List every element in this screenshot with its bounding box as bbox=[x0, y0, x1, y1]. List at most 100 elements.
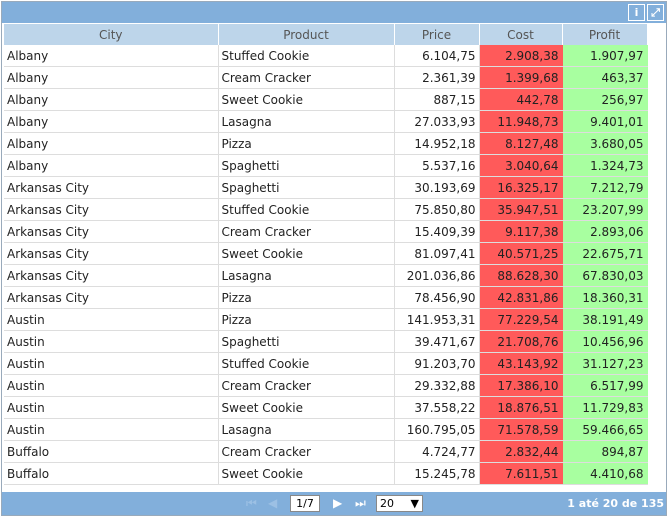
column-header-city[interactable]: City bbox=[4, 24, 219, 45]
cell-city: Arkansas City bbox=[4, 176, 219, 199]
cell-profit: 38.191,49 bbox=[562, 308, 648, 331]
cell-product: Cream Cracker bbox=[218, 374, 395, 397]
row-spacer bbox=[647, 243, 665, 265]
table-row[interactable]: Arkansas City Spaghetti 30.193,69 16.325,17… bbox=[4, 176, 665, 199]
cell-profit: 59.466,65 bbox=[562, 418, 648, 441]
table-row[interactable]: Albany Spaghetti 5.537,16 3.040,64 1.324,73 bbox=[4, 154, 665, 177]
cell-profit: 463,37 bbox=[562, 66, 648, 89]
cell-cost: 77.229,54 bbox=[479, 308, 563, 331]
page-input[interactable]: 1/7 bbox=[290, 495, 320, 512]
table-row[interactable]: Albany Pizza 14.952,18 8.127,48 3.680,05 bbox=[4, 132, 665, 155]
cell-cost: 442,78 bbox=[479, 88, 563, 111]
row-spacer bbox=[647, 177, 665, 199]
cell-price: 27.033,93 bbox=[394, 110, 480, 133]
column-header-product[interactable]: Product bbox=[218, 24, 395, 45]
cell-cost: 40.571,25 bbox=[479, 242, 563, 265]
table-row[interactable]: Austin Spaghetti 39.471,67 21.708,76 10.456,… bbox=[4, 330, 665, 353]
prev-page-button[interactable]: ◀ bbox=[268, 496, 278, 510]
table-row[interactable]: Austin Cream Cracker 29.332,88 17.386,10 6.5… bbox=[4, 374, 665, 397]
table-row[interactable]: Arkansas City Sweet Cookie 81.097,41 40.571… bbox=[4, 242, 665, 265]
table-row[interactable]: Arkansas City Cream Cracker 15.409,39 9.117… bbox=[4, 220, 665, 243]
cell-cost: 35.947,51 bbox=[479, 198, 563, 221]
cell-cost: 11.948,73 bbox=[479, 110, 563, 133]
cell-price: 4.724,77 bbox=[394, 440, 480, 463]
cell-product: Pizza bbox=[218, 286, 395, 309]
cell-price: 78.456,90 bbox=[394, 286, 480, 309]
cell-price: 2.361,39 bbox=[394, 66, 480, 89]
cell-product: Lasagna bbox=[218, 264, 395, 287]
cell-profit: 894,87 bbox=[562, 440, 648, 463]
cell-price: 91.203,70 bbox=[394, 352, 480, 375]
cell-product: Cream Cracker bbox=[218, 220, 395, 243]
next-page-button[interactable]: ▶ bbox=[333, 496, 343, 510]
row-spacer bbox=[647, 375, 665, 397]
cell-city: Albany bbox=[4, 88, 219, 111]
cell-city: Austin bbox=[4, 418, 219, 441]
cell-price: 14.952,18 bbox=[394, 132, 480, 155]
table-row[interactable]: Austin Sweet Cookie 37.558,22 18.876,51 11.7… bbox=[4, 396, 665, 419]
cell-price: 29.332,88 bbox=[394, 374, 480, 397]
cell-price: 887,15 bbox=[394, 88, 480, 111]
data-grid: City Product Price Cost Profit Albany Stuffed… bbox=[4, 24, 666, 490]
cell-cost: 71.578,59 bbox=[479, 418, 563, 441]
table-row[interactable]: Buffalo Cream Cracker 4.724,77 2.832,44 894,… bbox=[4, 440, 665, 463]
row-spacer bbox=[647, 111, 665, 133]
cell-cost: 42.831,86 bbox=[479, 286, 563, 309]
cell-profit: 9.401,01 bbox=[562, 110, 648, 133]
cell-city: Austin bbox=[4, 308, 219, 331]
table-row[interactable]: Arkansas City Lasagna 201.036,86 88.628,30 6… bbox=[4, 264, 665, 287]
cell-product: Sweet Cookie bbox=[218, 396, 395, 419]
cell-profit: 4.410,68 bbox=[562, 462, 648, 485]
expand-icon: ⤢ bbox=[651, 6, 660, 19]
row-spacer bbox=[647, 441, 665, 463]
cell-city: Buffalo bbox=[4, 462, 219, 485]
row-spacer bbox=[647, 463, 665, 485]
cell-cost: 16.325,17 bbox=[479, 176, 563, 199]
table-row[interactable]: Austin Lasagna 160.795,05 71.578,59 59.466,6… bbox=[4, 418, 665, 441]
row-spacer bbox=[647, 287, 665, 309]
row-spacer bbox=[647, 67, 665, 89]
info-button[interactable]: i bbox=[628, 4, 645, 21]
table-row[interactable]: Buffalo Sweet Cookie 15.245,78 7.611,51 4.41… bbox=[4, 462, 665, 485]
cell-product: Sweet Cookie bbox=[218, 242, 395, 265]
cell-price: 37.558,22 bbox=[394, 396, 480, 419]
cell-profit: 7.212,79 bbox=[562, 176, 648, 199]
row-spacer bbox=[647, 45, 665, 67]
cell-profit: 256,97 bbox=[562, 88, 648, 111]
cell-profit: 18.360,31 bbox=[562, 286, 648, 309]
expand-button[interactable]: ⤢ bbox=[647, 4, 664, 21]
cell-product: Sweet Cookie bbox=[218, 88, 395, 111]
cell-price: 5.537,16 bbox=[394, 154, 480, 177]
cell-product: Pizza bbox=[218, 308, 395, 331]
table-row[interactable]: Austin Pizza 141.953,31 77.229,54 38.191,49 bbox=[4, 308, 665, 331]
column-header-price[interactable]: Price bbox=[394, 24, 480, 45]
first-page-button[interactable]: ⏮ bbox=[246, 496, 257, 510]
cell-profit: 31.127,23 bbox=[562, 352, 648, 375]
column-header-cost[interactable]: Cost bbox=[479, 24, 563, 45]
cell-product: Stuffed Cookie bbox=[218, 352, 395, 375]
column-header-profit[interactable]: Profit bbox=[562, 24, 648, 45]
cell-price: 30.193,69 bbox=[394, 176, 480, 199]
cell-city: Arkansas City bbox=[4, 242, 219, 265]
cell-profit: 11.729,83 bbox=[562, 396, 648, 419]
cell-cost: 21.708,76 bbox=[479, 330, 563, 353]
table-row[interactable]: Albany Sweet Cookie 887,15 442,78 256,97 bbox=[4, 88, 665, 111]
table-row[interactable]: Albany Cream Cracker 2.361,39 1.399,68 463,3… bbox=[4, 66, 665, 89]
table-row[interactable]: Arkansas City Stuffed Cookie 75.850,80 35.9… bbox=[4, 198, 665, 221]
cell-profit: 67.830,03 bbox=[562, 264, 648, 287]
page-size-value: 20 bbox=[380, 497, 394, 510]
cell-cost: 3.040,64 bbox=[479, 154, 563, 177]
cell-cost: 2.832,44 bbox=[479, 440, 563, 463]
table-row[interactable]: Albany Stuffed Cookie 6.104,75 2.908,38 1.90… bbox=[4, 45, 665, 67]
cell-product: Stuffed Cookie bbox=[218, 45, 395, 67]
row-spacer bbox=[647, 155, 665, 177]
page-size-select[interactable]: 20 ▼ bbox=[376, 495, 423, 512]
cell-city: Austin bbox=[4, 374, 219, 397]
last-page-button[interactable]: ⏭ bbox=[355, 496, 366, 510]
cell-profit: 23.207,99 bbox=[562, 198, 648, 221]
table-row[interactable]: Albany Lasagna 27.033,93 11.948,73 9.401,01 bbox=[4, 110, 665, 133]
cell-cost: 43.143,92 bbox=[479, 352, 563, 375]
table-row[interactable]: Arkansas City Pizza 78.456,90 42.831,86 18.3… bbox=[4, 286, 665, 309]
table-row[interactable]: Austin Stuffed Cookie 91.203,70 43.143,92 31… bbox=[4, 352, 665, 375]
